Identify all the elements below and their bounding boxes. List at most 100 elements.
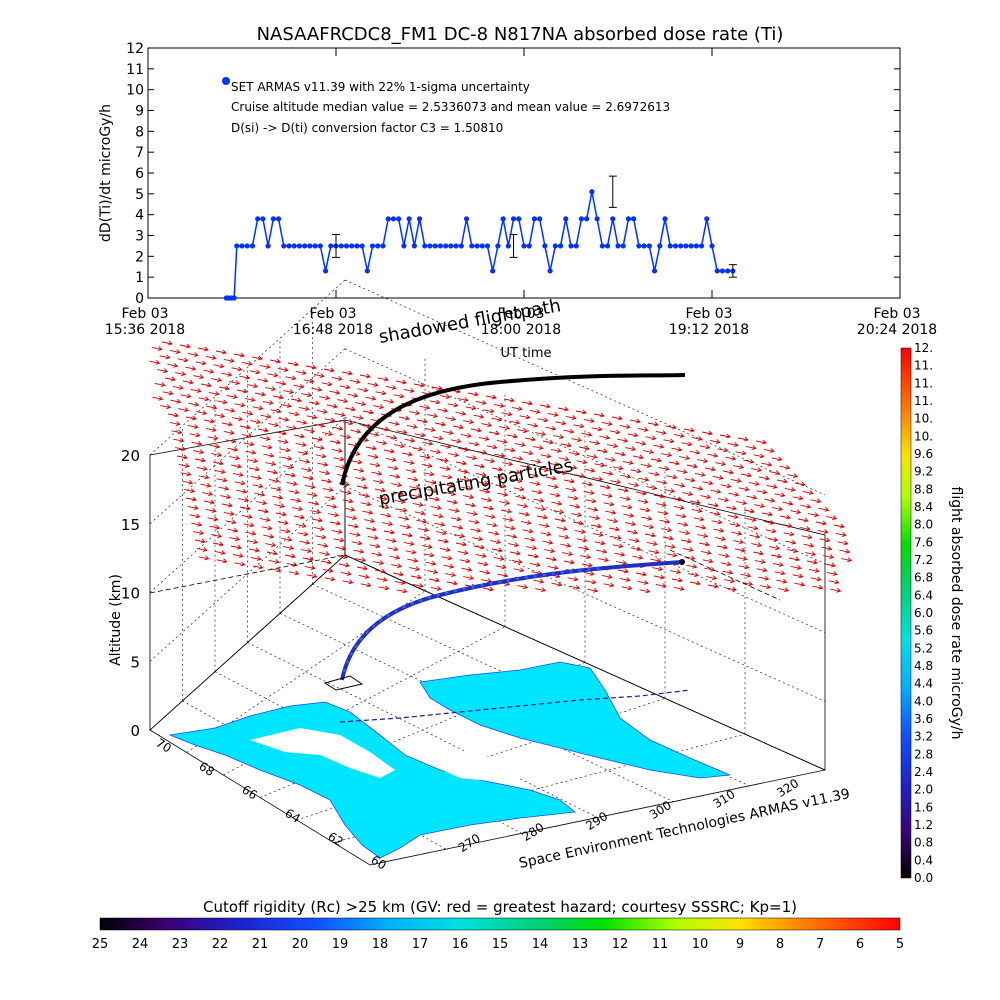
dose-point: [725, 268, 731, 274]
takeoff-marker: [323, 675, 364, 691]
flight-path: [340, 560, 683, 681]
dose-point: [557, 243, 564, 249]
dose-tick-label: 1.6: [914, 800, 933, 814]
dose-tick-label: 5.2: [914, 641, 933, 655]
dose-point: [375, 243, 381, 249]
dose-point: [307, 243, 313, 249]
error-bars: [332, 175, 737, 278]
dose-point: [479, 243, 485, 249]
dose-point: [594, 216, 600, 222]
dose-point: [354, 243, 360, 249]
dose-point: [651, 268, 658, 274]
dose-point: [547, 268, 553, 274]
dose-point: [484, 243, 491, 249]
map-floor: [168, 661, 731, 859]
dose-point: [678, 243, 684, 249]
rigidity-tick-label: 19: [332, 937, 349, 952]
latitude-tick-label: 60: [368, 853, 388, 873]
grid-line: [149, 417, 346, 593]
dose-point: [657, 243, 663, 249]
y-tick-label: 10: [126, 83, 144, 99]
dose-point: [531, 216, 538, 222]
dose-point: [672, 243, 679, 249]
dose-point: [641, 243, 647, 249]
dose-point: [552, 243, 558, 249]
y-tick-label: 0: [135, 291, 144, 307]
dose-point: [469, 243, 475, 249]
dose-point: [427, 243, 433, 249]
dose-point: [662, 216, 668, 222]
rigidity-tick-label: 11: [652, 937, 669, 952]
dose-point: [604, 243, 611, 249]
dose-tick-label: 7.2: [914, 553, 933, 567]
rigidity-tick-label: 16: [452, 937, 469, 952]
latitude-tick-label: 66: [239, 782, 259, 802]
dose-point: [385, 216, 391, 222]
dose-tick-label: 11.: [914, 376, 933, 390]
dose-point: [302, 243, 308, 249]
dose-tick-label: 2.8: [914, 747, 933, 761]
x-tick-label-time: 18:00 2018: [481, 322, 561, 338]
dose-point: [291, 243, 297, 249]
rigidity-colorbar-label: Cutoff rigidity (Rc) >25 km (GV: red = g…: [203, 898, 797, 916]
dose-point: [406, 216, 412, 222]
dose-point: [542, 243, 548, 249]
dose-point: [349, 243, 355, 249]
x-tick-label-time: 16:48 2018: [293, 322, 373, 338]
rigidity-tick-label: 22: [212, 937, 229, 952]
dose-point: [709, 243, 715, 249]
dose-point: [443, 243, 449, 249]
rigidity-tick-label: 15: [492, 937, 509, 952]
dose-point: [328, 243, 334, 249]
altitude-tick-label: 5: [130, 653, 140, 671]
y-tick-label: 8: [135, 124, 144, 140]
dose-point: [474, 243, 480, 249]
dose-point: [260, 216, 266, 222]
dose-point: [234, 243, 240, 249]
rigidity-colorbar-gradient: [99, 917, 901, 931]
dose-colorbar-ticks: 0.0 0.4 0.8 1.2 1.6 2.0 2.4 2.8 3.2 3.6 4.0 4.4 4.8 5…: [914, 341, 933, 885]
rigidity-tick-label: 8: [776, 937, 784, 952]
dose-point: [505, 243, 511, 249]
dose-point: [636, 243, 642, 249]
x-tick-label-time: 19:12 2018: [669, 322, 749, 338]
y-tick-label: 11: [126, 62, 144, 78]
dose-tick-label: 10.: [914, 429, 933, 443]
dose-tick-label: 0.0: [914, 871, 933, 885]
grid-line: [247, 642, 598, 818]
legend-marker: [222, 77, 230, 85]
annotation-instrument: SET ARMAS v11.39 with 22% 1-sigma uncert…: [231, 80, 530, 94]
x-tick-label-date: Feb 03: [309, 306, 356, 322]
dose-tick-label: 6.4: [914, 588, 933, 602]
dose-point: [584, 216, 590, 222]
label-precipitating-particles: precipitating particles: [377, 455, 574, 510]
latitude-axis: 70 68 66 64 62 60: [153, 736, 388, 873]
dose-point: [296, 243, 303, 249]
dose-point: [599, 243, 605, 249]
dose-tick-label: 4.4: [914, 677, 933, 691]
longitude-tick-label: 300: [647, 798, 674, 822]
x-tick-label-date: Feb 03: [685, 306, 732, 322]
x-tick-label-date: Feb 03: [497, 306, 544, 322]
rigidity-tick-label: 14: [532, 937, 549, 952]
dose-point: [265, 243, 271, 249]
dose-point: [667, 243, 673, 249]
drop-line-end: [669, 549, 781, 601]
x-tick-label-date: Feb 03: [121, 306, 168, 322]
x-tick-label-time: 20:24 2018: [857, 322, 937, 338]
y-tick-label: 4: [135, 208, 144, 224]
dose-point: [317, 243, 323, 249]
latitude-tick-label: 68: [196, 759, 216, 779]
dose-point: [249, 243, 256, 249]
dose-point: [568, 243, 574, 249]
rigidity-tick-label: 7: [816, 937, 824, 952]
dose-point: [380, 243, 386, 249]
dose-tick-label: 8.8: [914, 482, 933, 496]
altitude-tick-label: 10: [121, 585, 140, 603]
dose-tick-label: 8.0: [914, 518, 933, 532]
rigidity-tick-label: 25: [92, 937, 109, 952]
particle-arrows: [149, 340, 853, 594]
dose-point: [693, 243, 699, 249]
dose-tick-label: 5.6: [914, 624, 933, 638]
dose-point: [589, 189, 595, 195]
